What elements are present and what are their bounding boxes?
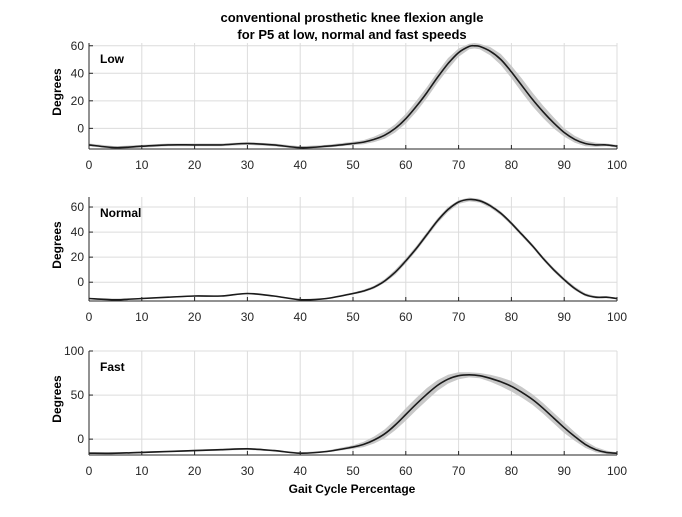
panel-label: Normal [100,206,141,220]
x-tick-label: 10 [135,310,149,324]
y-tick-label: 0 [77,275,84,289]
panel-fast: 0 10 20 30 40 50 60 70 80 90 100 0 50 100 Degrees Fast [50,344,627,478]
y-tick-label: 40 [71,225,85,239]
y-tick-label: 100 [64,344,84,358]
x-tick-label: 20 [188,158,202,172]
x-tick-label: 40 [294,464,308,478]
x-tick-label: 80 [505,464,519,478]
x-tick-label: 90 [558,310,572,324]
x-tick-label: 10 [135,158,149,172]
panels: 0 10 20 30 40 50 60 70 80 90 1000204060DegreesLow0… [50,39,627,478]
y-tick-label: 60 [71,200,85,214]
y-tick-label: 0 [77,432,84,446]
x-tick-label: 20 [188,464,202,478]
x-tick-label: 100 [607,158,627,172]
y-tick-label: 60 [71,39,85,53]
x-tick-label: 70 [452,158,466,172]
y-axis-label: Degrees [50,375,64,423]
x-tick-label: 50 [346,464,360,478]
x-tick-label: 100 [607,310,627,324]
mean-line [89,198,617,301]
x-tick-label: 90 [558,464,572,478]
x-tick-label: 90 [558,158,572,172]
chart-title-line-2: for P5 at low, normal and fast speeds [237,27,466,42]
x-tick-label: 40 [294,310,308,324]
x-tick-label: 20 [188,310,202,324]
x-tick-label: 70 [452,464,466,478]
x-tick-label: 30 [241,158,255,172]
x-tick-label: 70 [452,310,466,324]
x-axis-label: Gait Cycle Percentage [289,482,416,496]
y-axis-label: Degrees [50,68,64,116]
x-tick-label: 100 [607,464,627,478]
y-tick-label: 20 [71,250,85,264]
x-tick-label: 80 [505,158,519,172]
y-tick-label: 40 [71,66,85,80]
x-tick-label: 60 [399,464,413,478]
y-tick-label: 20 [71,94,85,108]
x-tick-label: 80 [505,310,519,324]
x-tick-label: 0 [86,464,93,478]
x-tick-label: 60 [399,158,413,172]
y-tick-label: 0 [77,121,84,135]
x-tick-label: 30 [241,310,255,324]
x-tick-label: 30 [241,464,255,478]
panel-label: Low [100,52,125,66]
x-tick-label: 40 [294,158,308,172]
panel-normal: 0 10 20 30 40 50 60 70 80 90 100 0 20 40 60 Degrees Norm… [50,197,627,324]
x-tick-label: 0 [86,158,93,172]
x-tick-label: 50 [346,310,360,324]
x-tick-label: 60 [399,310,413,324]
panel-label: Fast [100,360,125,374]
mean-line [89,44,617,149]
y-axis-label: Degrees [50,221,64,269]
mean-line [89,373,617,455]
x-tick-label: 10 [135,464,149,478]
x-tick-label: 50 [346,158,360,172]
chart-title-line-1: conventional prosthetic knee flexion ang… [221,10,484,25]
panel-low: 0 10 20 30 40 50 60 70 80 90 100 0 20 40 60 Degrees Low [50,39,627,172]
y-tick-label: 50 [71,388,85,402]
x-tick-label: 0 [86,310,93,324]
